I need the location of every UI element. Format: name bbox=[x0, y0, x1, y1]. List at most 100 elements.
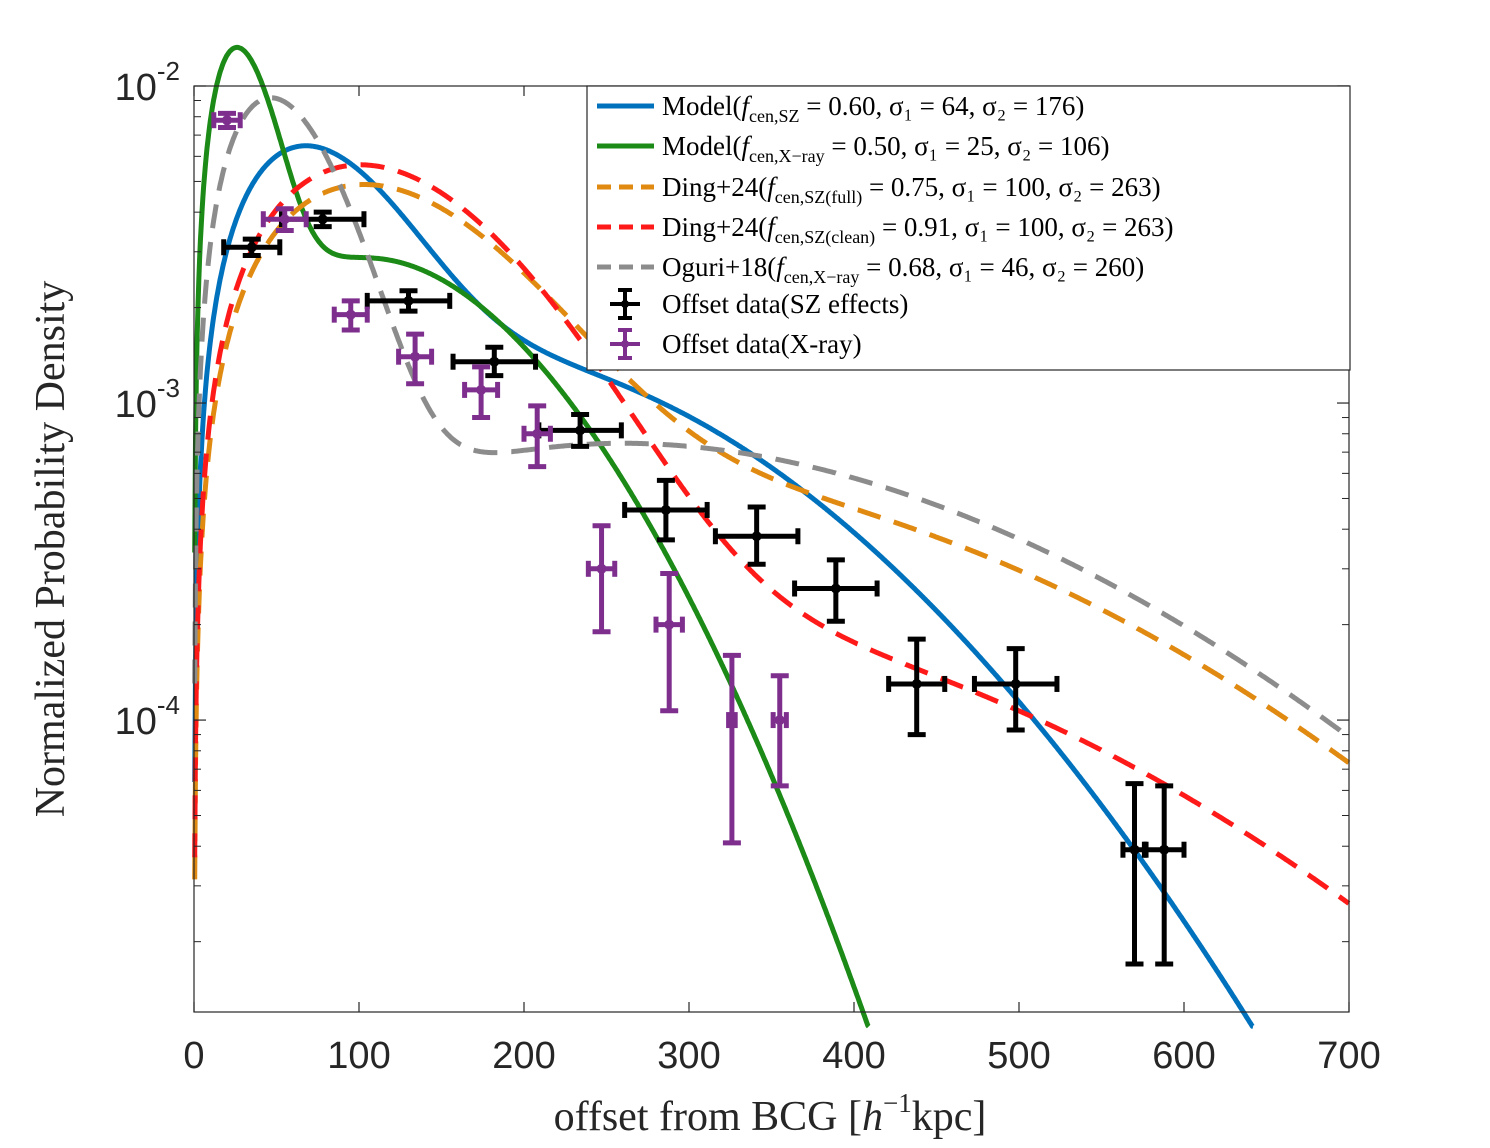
x-axis-ticks: 0 100 200 300 400 500 600 700 bbox=[183, 86, 1381, 1077]
x-tick-label-400: 400 bbox=[822, 1035, 885, 1077]
y-tick-exponent: -4 bbox=[157, 690, 180, 720]
series-line-3 bbox=[192, 182, 1351, 880]
x-axis-label-h: h bbox=[862, 1094, 883, 1140]
x-tick-label-500: 500 bbox=[987, 1035, 1050, 1077]
legend-prefix: Ding+24( bbox=[662, 172, 767, 202]
data-point-1-4 bbox=[450, 344, 539, 379]
marker bbox=[345, 309, 356, 320]
y-tick-label: 10-2 bbox=[115, 56, 180, 109]
marker bbox=[279, 214, 290, 225]
series-line-1 bbox=[192, 143, 1255, 1029]
legend-marker-dot bbox=[621, 340, 629, 348]
y-axis-label: Normalized Probability Density bbox=[28, 281, 74, 818]
legend-box bbox=[586, 85, 1351, 371]
data-point-2-10 bbox=[770, 673, 789, 789]
legend-subscript: cen,X−ray bbox=[749, 146, 825, 166]
y-axis-ticks: 10-410-310-2 bbox=[115, 56, 1349, 743]
legend-label-1: Model(fcen,SZ = 0.60, σ₁ = 64, σ₂ = 176) bbox=[662, 91, 1084, 126]
marker bbox=[660, 504, 671, 515]
marker bbox=[596, 563, 607, 574]
data-point-2-8 bbox=[653, 570, 685, 714]
legend-prefix: Ding+24( bbox=[662, 212, 767, 242]
legend-f: f bbox=[767, 172, 778, 202]
marker bbox=[664, 619, 675, 630]
marker bbox=[1129, 844, 1140, 855]
legend-marker-2 bbox=[610, 328, 640, 360]
series-line-5 bbox=[192, 95, 1351, 740]
y-tick-base: 10 bbox=[115, 701, 157, 743]
legend-f: f bbox=[741, 131, 752, 161]
x-axis-label-unit: kpc] bbox=[912, 1094, 987, 1140]
data-point-1-10 bbox=[971, 646, 1060, 733]
legend-subscript: cen,SZ bbox=[749, 106, 799, 126]
y-tick-label: 10-4 bbox=[115, 690, 180, 743]
marker bbox=[222, 115, 232, 126]
x-axis-label-exp: −1 bbox=[883, 1088, 912, 1118]
data-point-2-6 bbox=[521, 403, 553, 470]
legend-f: f bbox=[776, 252, 787, 282]
x-tick-label-600: 600 bbox=[1152, 1035, 1215, 1077]
marker bbox=[1159, 844, 1170, 855]
legend-label-3: Ding+24(fcen,SZ(full) = 0.75, σ₁ = 100, … bbox=[662, 172, 1161, 208]
legend-marker-dot bbox=[621, 300, 629, 308]
legend-rest: = 0.60, σ₁ = 64, σ₂ = 176) bbox=[799, 91, 1084, 121]
legend-subscript: cen,SZ(clean) bbox=[775, 227, 875, 248]
marker bbox=[751, 531, 762, 542]
data-point-1-2 bbox=[278, 209, 367, 230]
data-point-2-7 bbox=[585, 523, 618, 635]
y-tick-exponent: -2 bbox=[157, 56, 180, 86]
marker bbox=[1010, 678, 1021, 689]
data-points bbox=[211, 110, 1187, 967]
legend-prefix: Model( bbox=[662, 131, 741, 161]
data-point-2-3 bbox=[331, 298, 370, 333]
marker bbox=[532, 428, 543, 439]
data-point-2-4 bbox=[396, 331, 435, 387]
x-tick-label-0: 0 bbox=[183, 1035, 204, 1077]
marker bbox=[911, 678, 922, 689]
x-axis-label: offset from BCG [h−1kpc] bbox=[554, 1088, 987, 1140]
data-point-1-7 bbox=[712, 504, 801, 567]
marker bbox=[726, 715, 737, 726]
marker bbox=[774, 715, 785, 726]
legend-marker-1 bbox=[610, 288, 640, 320]
marker bbox=[403, 295, 414, 306]
x-tick-label-300: 300 bbox=[657, 1035, 720, 1077]
data-point-2-5 bbox=[462, 364, 501, 421]
legend-label-5: Oguri+18(fcen,X−ray = 0.68, σ₁ = 46, σ₂ … bbox=[662, 252, 1144, 287]
legend-label-data-2: Offset data(X-ray) bbox=[662, 329, 862, 359]
legend-subscript: cen,SZ(full) bbox=[775, 187, 862, 208]
data-point-2-9 bbox=[722, 652, 741, 846]
marker bbox=[489, 356, 500, 367]
legend-label-2: Model(fcen,X−ray = 0.50, σ₁ = 25, σ₂ = 1… bbox=[662, 131, 1109, 166]
marker bbox=[317, 214, 328, 225]
y-tick-base: 10 bbox=[115, 67, 157, 109]
legend-prefix: Model( bbox=[662, 91, 741, 121]
marker bbox=[575, 425, 586, 436]
data-point-1-12 bbox=[1141, 783, 1187, 967]
data-point-1-9 bbox=[886, 636, 948, 738]
data-point-1-1 bbox=[221, 236, 283, 258]
data-point-2-2 bbox=[260, 206, 309, 234]
marker bbox=[410, 351, 421, 362]
legend-label-4: Ding+24(fcen,SZ(clean) = 0.91, σ₁ = 100,… bbox=[662, 212, 1174, 248]
marker bbox=[476, 384, 487, 395]
y-tick-exponent: -3 bbox=[157, 373, 180, 403]
y-tick-label: 10-3 bbox=[115, 373, 180, 426]
data-point-1-8 bbox=[792, 557, 880, 624]
data-point-1-6 bbox=[622, 477, 710, 543]
legend-f: f bbox=[767, 212, 778, 242]
x-tick-label-100: 100 bbox=[327, 1035, 390, 1077]
data-point-2-1 bbox=[211, 110, 243, 130]
x-tick-label-200: 200 bbox=[492, 1035, 555, 1077]
legend-rest: = 0.91, σ₁ = 100, σ₂ = 263) bbox=[875, 212, 1173, 242]
y-tick-base: 10 bbox=[115, 384, 157, 426]
legend-subscript: cen,X−ray bbox=[784, 267, 860, 287]
marker bbox=[830, 583, 841, 594]
marker bbox=[246, 242, 257, 253]
data-point-1-3 bbox=[364, 288, 453, 314]
legend-rest: = 0.68, σ₁ = 46, σ₂ = 260) bbox=[859, 252, 1144, 282]
legend-f: f bbox=[741, 91, 752, 121]
legend-label-data-1: Offset data(SZ effects) bbox=[662, 289, 908, 319]
x-tick-label-700: 700 bbox=[1317, 1035, 1380, 1077]
